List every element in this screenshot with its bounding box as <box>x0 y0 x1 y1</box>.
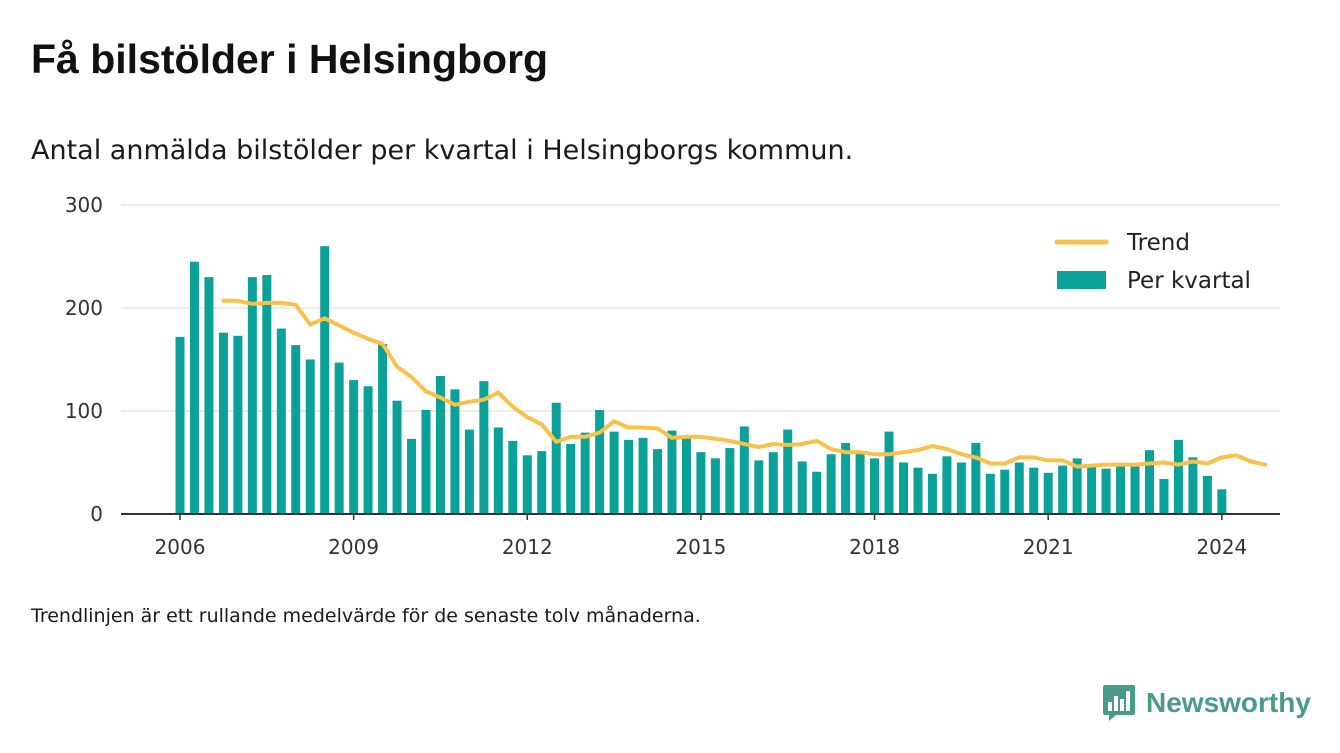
bar <box>218 332 228 514</box>
bar <box>1217 489 1227 514</box>
bar <box>334 362 344 514</box>
bar <box>1029 467 1039 514</box>
bar <box>1058 465 1068 514</box>
bar <box>1014 462 1024 514</box>
bar <box>826 454 836 514</box>
bar <box>942 456 952 514</box>
bar <box>508 440 518 514</box>
bar <box>204 277 214 514</box>
x-tick-label: 2009 <box>328 535 379 559</box>
bar <box>233 335 243 514</box>
bar <box>320 246 330 514</box>
bar <box>754 460 764 514</box>
brand-name: Newsworthy <box>1146 687 1311 718</box>
bar <box>956 462 966 514</box>
bar <box>971 442 981 514</box>
bar <box>392 400 402 514</box>
bar <box>276 328 286 514</box>
bar <box>653 449 663 514</box>
bar <box>537 451 547 514</box>
bar <box>1173 439 1183 514</box>
x-tick-label: 2021 <box>1023 535 1074 559</box>
bar <box>291 345 301 514</box>
bar <box>725 448 735 514</box>
bar <box>1130 466 1140 514</box>
bar <box>739 426 749 514</box>
legend-label: Trend <box>1126 230 1190 256</box>
bar <box>841 442 851 514</box>
bar <box>667 430 677 514</box>
y-tick-label: 200 <box>65 296 103 320</box>
bar <box>175 336 185 514</box>
bar <box>783 429 793 514</box>
bar <box>435 375 445 514</box>
x-tick-label: 2012 <box>502 535 553 559</box>
legend-bar-swatch <box>1057 271 1106 289</box>
bar <box>855 452 865 514</box>
bar <box>985 473 995 514</box>
bar <box>580 432 590 514</box>
x-tick-label: 2018 <box>849 535 900 559</box>
bar <box>624 439 634 514</box>
bar <box>305 359 315 514</box>
bar <box>1087 466 1097 514</box>
bar <box>899 462 908 514</box>
bar <box>189 261 199 514</box>
y-tick-label: 300 <box>65 193 103 217</box>
bar <box>450 389 460 514</box>
bar <box>812 471 822 514</box>
y-tick-label: 0 <box>90 502 103 526</box>
bar <box>927 473 937 514</box>
bar <box>1000 469 1010 514</box>
bar <box>566 443 576 514</box>
bar <box>551 402 561 514</box>
bar <box>349 380 359 514</box>
quarterly-bars <box>175 246 1227 514</box>
bar <box>493 427 503 514</box>
chart-subtitle: Antal anmälda bilstölder per kvartal i H… <box>31 135 854 166</box>
y-tick-label: 100 <box>65 399 103 423</box>
bar <box>681 436 691 514</box>
trend-line <box>221 298 1268 469</box>
page-title: Få bilstölder i Helsingborg <box>31 36 549 82</box>
newsworthy-logo-icon <box>1103 685 1135 721</box>
bar <box>870 458 880 514</box>
axes: 0 100 200 300 2006 2009 2012 2015 2018 2021 2024 <box>65 193 1280 559</box>
bar <box>464 429 474 514</box>
x-tick-label: 2015 <box>675 535 726 559</box>
bar <box>1202 475 1212 514</box>
bar <box>378 344 388 514</box>
bar <box>797 461 807 514</box>
x-tick-label: 2006 <box>155 535 206 559</box>
bar <box>609 431 619 514</box>
bar <box>696 452 706 514</box>
bar <box>363 386 373 514</box>
bar <box>1072 458 1082 514</box>
bar <box>1144 450 1154 514</box>
bar <box>262 275 272 514</box>
x-tick-label: 2024 <box>1196 535 1247 559</box>
bar <box>884 431 894 514</box>
bar <box>595 409 605 514</box>
bar <box>1188 457 1198 514</box>
chart-legend: Trend Per kvartal <box>1054 230 1251 294</box>
bar <box>1159 478 1169 514</box>
bar <box>421 409 431 514</box>
bar <box>710 458 720 514</box>
bar <box>522 455 532 514</box>
bar-line-chart: 0 100 200 300 2006 2009 2012 2015 2018 2021 2024 T… <box>65 193 1280 559</box>
bar <box>638 437 648 514</box>
bar <box>247 277 257 514</box>
trend-line-layer <box>221 298 1268 469</box>
legend-label: Per kvartal <box>1127 268 1251 294</box>
bar <box>407 438 417 514</box>
bar <box>1116 465 1126 514</box>
bar <box>768 452 778 514</box>
brand-logo[interactable]: Newsworthy <box>1102 683 1311 723</box>
bar <box>1043 472 1053 514</box>
bar <box>1101 468 1111 514</box>
bar <box>479 381 489 514</box>
footnote: Trendlinjen är ett rullande medelvärde f… <box>31 605 701 627</box>
bar <box>913 467 923 514</box>
